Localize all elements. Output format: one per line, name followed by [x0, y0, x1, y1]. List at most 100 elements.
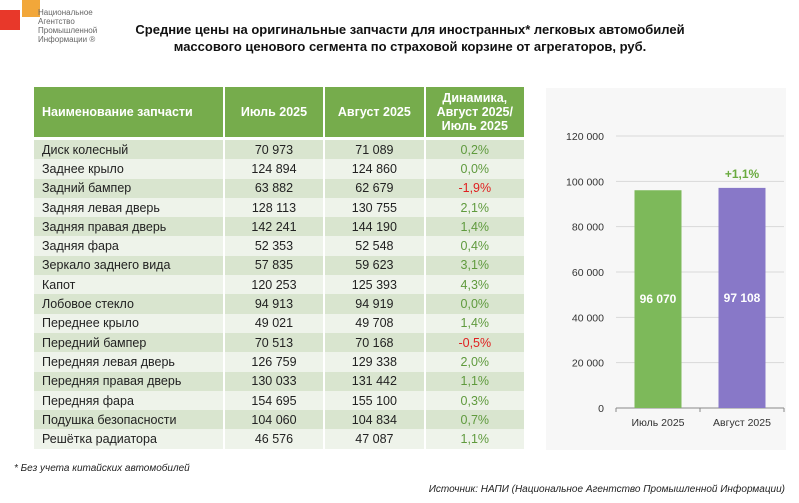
july-price-cell: 49 021	[223, 313, 326, 333]
table-row: Капот 120 253 125 393 4,3%	[34, 275, 527, 295]
table-row: Задняя фара 52 353 52 548 0,4%	[34, 236, 527, 256]
part-name-cell: Подушка безопасности	[34, 410, 225, 430]
part-name-cell: Заднее крыло	[34, 159, 225, 179]
august-price-cell: 52 548	[324, 236, 426, 256]
y-tick-label: 80 000	[572, 222, 604, 234]
change-annotation: +1,1%	[725, 167, 760, 181]
change-cell: -1,9%	[424, 178, 527, 198]
part-name-cell: Задняя фара	[34, 236, 225, 256]
y-tick-label: 20 000	[572, 358, 604, 370]
logo-line: Промышленной	[38, 26, 98, 35]
table-row: Зеркало заднего вида 57 835 59 623 3,1%	[34, 255, 527, 276]
august-price-cell: 131 442	[324, 371, 426, 391]
part-name-cell: Задняя левая дверь	[34, 197, 225, 218]
change-cell: 0,0%	[424, 294, 527, 314]
logo-line: Агентство	[38, 17, 75, 26]
change-cell: 0,7%	[424, 410, 527, 430]
table-row: Задняя левая дверь 128 113 130 755 2,1%	[34, 197, 527, 218]
july-price-cell: 124 894	[223, 159, 326, 179]
logo-abbr: НАПИ	[4, 3, 19, 9]
part-name-cell: Передняя фара	[34, 390, 225, 411]
august-price-cell: 129 338	[324, 352, 426, 372]
title-line-2: массового ценового сегмента по страховой…	[173, 39, 647, 54]
july-price-cell: 57 835	[223, 255, 326, 276]
part-name-cell: Диск колесный	[34, 138, 225, 160]
table-header-row: Наименование запчасти Июль 2025 Август 2…	[34, 87, 527, 140]
header-july: Июль 2025	[223, 87, 326, 140]
july-price-cell: 104 060	[223, 410, 326, 430]
august-price-cell: 155 100	[324, 390, 426, 411]
change-cell: 1,4%	[424, 217, 527, 237]
y-tick-label: 120 000	[566, 131, 604, 143]
august-price-cell: 47 087	[324, 429, 426, 449]
part-name-cell: Передний бампер	[34, 332, 225, 353]
july-price-cell: 128 113	[223, 197, 326, 218]
july-price-cell: 70 973	[223, 138, 326, 160]
august-price-cell: 70 168	[324, 332, 426, 353]
table-row: Задний бампер 63 882 62 679 -1,9%	[34, 178, 527, 198]
july-price-cell: 142 241	[223, 217, 326, 237]
july-price-cell: 63 882	[223, 178, 326, 198]
logo-line: Информации ®	[38, 35, 96, 44]
part-name-cell: Передняя левая дверь	[34, 352, 225, 372]
table-row: Подушка безопасности 104 060 104 834 0,7%	[34, 410, 527, 430]
bar-value-label: 96 070	[640, 292, 677, 306]
footnote: * Без учета китайских автомобилей	[14, 463, 190, 474]
title-line-1: Средние цены на оригинальные запчасти дл…	[135, 22, 685, 37]
logo-line: Национальное	[38, 8, 93, 17]
change-cell: 4,3%	[424, 275, 527, 295]
table-row: Передняя левая дверь 126 759 129 338 2,0%	[34, 352, 527, 372]
august-price-cell: 59 623	[324, 255, 426, 276]
july-price-cell: 154 695	[223, 390, 326, 411]
august-price-cell: 144 190	[324, 217, 426, 237]
y-tick-label: 40 000	[572, 312, 604, 324]
table-row: Передний бампер 70 513 70 168 -0,5%	[34, 332, 527, 353]
table-row: Заднее крыло 124 894 124 860 0,0%	[34, 159, 527, 179]
part-name-cell: Переднее крыло	[34, 313, 225, 333]
july-price-cell: 94 913	[223, 294, 326, 314]
july-price-cell: 52 353	[223, 236, 326, 256]
logo-orange-square	[22, 0, 40, 17]
header-change: Динамика, Август 2025/ Июль 2025	[424, 87, 527, 140]
table-row: Задняя правая дверь 142 241 144 190 1,4%	[34, 217, 527, 237]
change-cell: 3,1%	[424, 255, 527, 276]
change-cell: 2,0%	[424, 352, 527, 372]
x-tick-label: Июль 2025	[631, 417, 684, 429]
change-cell: -0,5%	[424, 332, 527, 353]
table-row: Решётка радиатора 46 576 47 087 1,1%	[34, 429, 527, 449]
bar-august	[718, 187, 766, 408]
chart-panel: 0 20 000 40 000 60 000 80 000 100 000 120 000 9…	[546, 88, 786, 450]
august-price-cell: 94 919	[324, 294, 426, 314]
page-title: Средние цены на оригинальные запчасти дл…	[130, 21, 690, 55]
july-price-cell: 130 033	[223, 371, 326, 391]
july-price-cell: 120 253	[223, 275, 326, 295]
part-name-cell: Передняя правая дверь	[34, 371, 225, 391]
table-row: Лобовое стекло 94 913 94 919 0,0%	[34, 294, 527, 314]
part-name-cell: Решётка радиатора	[34, 429, 225, 449]
august-price-cell: 125 393	[324, 275, 426, 295]
august-price-cell: 62 679	[324, 178, 426, 198]
august-price-cell: 130 755	[324, 197, 426, 218]
table-row: Переднее крыло 49 021 49 708 1,4%	[34, 313, 527, 333]
source-note: Источник: НАПИ (Национальное Агентство П…	[428, 484, 785, 495]
july-price-cell: 70 513	[223, 332, 326, 353]
part-name-cell: Зеркало заднего вида	[34, 255, 225, 276]
change-cell: 2,1%	[424, 197, 527, 218]
napi-logo: НАПИ Национальное Агентство Промышленной…	[0, 0, 130, 55]
x-tick-label: Август 2025	[713, 417, 771, 429]
y-tick-label: 60 000	[572, 267, 604, 279]
part-name-cell: Задняя правая дверь	[34, 217, 225, 237]
y-tick-label: 100 000	[566, 176, 604, 188]
table-row: Передняя фара 154 695 155 100 0,3%	[34, 390, 527, 411]
change-cell: 0,2%	[424, 138, 527, 160]
july-price-cell: 46 576	[223, 429, 326, 449]
august-price-cell: 71 089	[324, 138, 426, 160]
change-cell: 0,3%	[424, 390, 527, 411]
logo-red-square	[0, 10, 20, 30]
bar-july	[634, 190, 682, 408]
august-price-cell: 49 708	[324, 313, 426, 333]
change-cell: 1,1%	[424, 371, 527, 391]
table-row: Передняя правая дверь 130 033 131 442 1,1%	[34, 371, 527, 391]
august-price-cell: 124 860	[324, 159, 426, 179]
header-august: Август 2025	[324, 87, 426, 140]
